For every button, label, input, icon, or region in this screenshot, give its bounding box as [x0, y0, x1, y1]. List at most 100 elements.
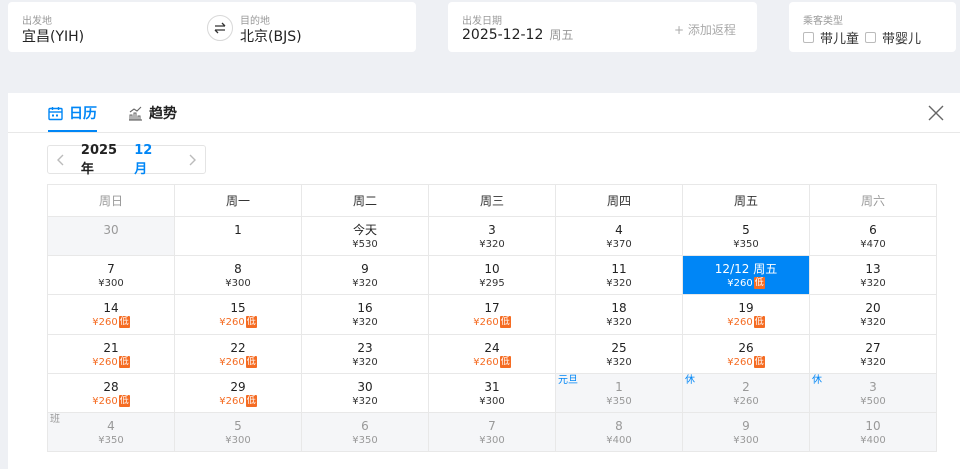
day-cell[interactable]: 8 ¥400 [556, 412, 683, 453]
to-field[interactable]: 目的地 北京(BJS) [236, 2, 416, 52]
low-price-badge: 低 [499, 316, 511, 329]
date-box[interactable]: 出发日期 2025-12-12 周五 + 添加返程 [448, 2, 757, 52]
day-number: 8 [234, 262, 242, 277]
day-cell[interactable]: 30 [48, 217, 175, 257]
price-text: ¥260 [473, 317, 499, 329]
day-price: ¥300 [429, 434, 555, 447]
day-cell[interactable]: 8 ¥300 [175, 256, 302, 296]
price-text: ¥320 [860, 317, 886, 329]
to-value: 北京(BJS) [240, 29, 302, 45]
day-cell[interactable]: 7 ¥300 [48, 256, 175, 296]
tab-trend-label: 趋势 [149, 106, 177, 122]
date-value: 2025-12-12 周五 [462, 26, 573, 43]
day-cell[interactable]: 班 4 ¥350 [48, 412, 175, 453]
day-cell[interactable]: 3 ¥320 [429, 217, 556, 257]
day-cell[interactable]: 6 ¥350 [302, 412, 429, 453]
price-text: ¥530 [352, 239, 378, 250]
day-cell[interactable]: 20 ¥320 [810, 295, 937, 335]
add-return-button[interactable]: + 添加返程 [674, 23, 736, 37]
price-text: ¥300 [479, 434, 505, 446]
price-text: ¥320 [352, 356, 378, 368]
day-cell[interactable]: 26 ¥260 低 [683, 334, 810, 374]
day-number: 1 [615, 379, 623, 394]
day-cell[interactable]: 1 [175, 217, 302, 257]
price-text: ¥320 [860, 356, 886, 368]
weekday-header: 周六 [810, 185, 937, 217]
day-cell[interactable]: 休 3 ¥500 [810, 373, 937, 413]
price-text: ¥260 [92, 395, 118, 407]
date-label: 出发日期 [462, 16, 502, 27]
day-price: ¥260 低 [48, 355, 174, 369]
day-number: 7 [107, 262, 115, 277]
price-text: ¥320 [352, 317, 378, 329]
day-cell[interactable]: 24 ¥260 低 [429, 334, 556, 374]
day-cell[interactable]: 15 ¥260 低 [175, 295, 302, 335]
day-cell[interactable]: 29 ¥260 低 [175, 373, 302, 413]
close-button[interactable] [928, 105, 944, 125]
day-cell[interactable]: 13 ¥320 [810, 256, 937, 296]
with-child-label: 带儿童 [820, 32, 860, 47]
chevron-right-icon [189, 154, 196, 165]
day-cell[interactable]: 14 ¥260 低 [48, 295, 175, 335]
low-price-badge: 低 [499, 355, 511, 368]
to-label: 目的地 [240, 16, 270, 27]
day-cell[interactable]: 30 ¥320 [302, 373, 429, 413]
tab-calendar[interactable]: 日历 [48, 103, 97, 132]
day-number: 3 [488, 223, 496, 237]
day-cell[interactable]: 7 ¥300 [429, 412, 556, 453]
day-cell[interactable]: 4 ¥370 [556, 217, 683, 257]
day-cell[interactable]: 10 ¥400 [810, 412, 937, 453]
day-cell[interactable]: 27 ¥320 [810, 334, 937, 374]
selected-day-cell[interactable]: 12/12 周五 ¥260 低 [683, 256, 810, 296]
day-number: 29 [230, 379, 246, 394]
day-cell[interactable]: 5 ¥350 [683, 217, 810, 257]
day-price: ¥470 [810, 238, 936, 251]
prev-month-button[interactable] [48, 146, 75, 173]
day-price: ¥295 [429, 277, 555, 290]
with-child-checkbox[interactable]: 带儿童 [803, 28, 859, 47]
day-price: ¥320 [810, 356, 936, 369]
day-cell[interactable]: 25 ¥320 [556, 334, 683, 374]
price-text: ¥260 [727, 356, 753, 368]
from-field[interactable]: 出发地 宜昌(YIH) [8, 2, 203, 52]
next-month-button[interactable] [178, 146, 205, 173]
day-cell[interactable]: 28 ¥260 低 [48, 373, 175, 413]
day-cell[interactable]: 11 ¥320 [556, 256, 683, 296]
day-cell[interactable]: 21 ¥260 低 [48, 334, 175, 374]
current-month[interactable]: 12月 [134, 142, 153, 177]
day-cell[interactable]: 16 ¥320 [302, 295, 429, 335]
day-cell[interactable]: 6 ¥470 [810, 217, 937, 257]
day-number: 23 [357, 340, 373, 355]
day-price: ¥260 低 [683, 316, 809, 329]
price-text: ¥260 [727, 317, 753, 329]
day-number: 4 [615, 223, 623, 237]
day-cell[interactable]: 18 ¥320 [556, 295, 683, 335]
day-cell[interactable]: 10 ¥295 [429, 256, 556, 296]
day-cell[interactable]: 休 2 ¥260 [683, 373, 810, 413]
swap-button[interactable] [207, 15, 233, 41]
price-text: ¥300 [225, 278, 251, 290]
day-number: 今天 [352, 223, 377, 237]
date-weekday: 周五 [549, 28, 574, 42]
day-cell[interactable]: 31 ¥300 [429, 373, 556, 413]
day-cell[interactable]: 22 ¥260 低 [175, 334, 302, 374]
day-number: 5 [742, 223, 750, 237]
day-cell[interactable]: 19 ¥260 低 [683, 295, 810, 335]
day-price: ¥320 [556, 277, 682, 290]
with-infant-checkbox[interactable]: 带婴儿 [865, 28, 921, 47]
price-text: ¥320 [606, 356, 632, 368]
low-price-badge: 低 [753, 316, 765, 329]
day-cell[interactable]: 9 ¥300 [683, 412, 810, 453]
day-cell[interactable]: 23 ¥320 [302, 334, 429, 374]
price-text: ¥350 [98, 434, 124, 446]
tab-trend[interactable]: 趋势 [128, 103, 177, 123]
day-cell[interactable]: 今天 ¥530 [302, 217, 429, 257]
day-price: ¥350 [48, 434, 174, 447]
day-cell[interactable]: 9 ¥320 [302, 256, 429, 296]
price-text: ¥470 [860, 239, 886, 250]
holiday-badge: 元旦 [558, 374, 578, 386]
day-cell[interactable]: 5 ¥300 [175, 412, 302, 453]
day-cell[interactable]: 元旦 1 ¥350 [556, 373, 683, 413]
weekday-header: 周四 [556, 185, 683, 217]
day-cell[interactable]: 17 ¥260 低 [429, 295, 556, 335]
